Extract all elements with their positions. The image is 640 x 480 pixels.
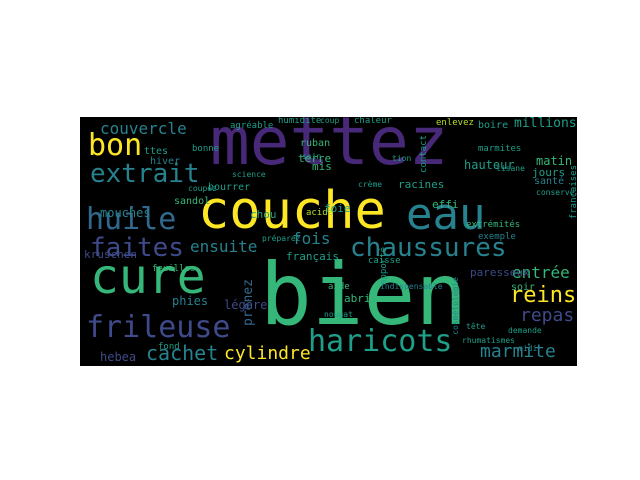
- cloud-word-haricots: haricots: [308, 324, 453, 359]
- cloud-word-aide: aide: [328, 282, 350, 292]
- cloud-word-bon: bon: [88, 128, 143, 163]
- cloud-word-repas: repas: [520, 305, 575, 326]
- cloud-word-chaleur: chaleur: [354, 117, 392, 126]
- cloud-word-agréable: agréable: [230, 121, 274, 131]
- cloud-word-bien: bien: [260, 245, 468, 345]
- cloud-word-boire: boire: [478, 120, 509, 131]
- cloud-word-paresseux: paresseux: [470, 266, 530, 279]
- cloud-word-enlevez: enlevez: [436, 118, 474, 128]
- cloud-word-conserve: conserve: [536, 188, 575, 197]
- cloud-word-rhumatismes: rhumatismes: [462, 336, 515, 345]
- cloud-word-huile: huile: [86, 202, 177, 237]
- cloud-word-ruban: ruban: [300, 138, 331, 149]
- cloud-word-couche: couche: [198, 181, 386, 241]
- cloud-word-foie: foie: [324, 202, 351, 215]
- cloud-word-science: science: [232, 170, 266, 179]
- cloud-word-caisse: caisse: [368, 256, 401, 266]
- cloud-word-phies: phies: [172, 294, 209, 308]
- cloud-word-chou: chou: [250, 208, 277, 221]
- cloud-word-kruschen: kruschen: [84, 248, 137, 261]
- cloud-word-sandol: sandol: [174, 196, 211, 207]
- cloud-word-demande: demande: [508, 326, 542, 335]
- cloud-word-acide: acide: [306, 208, 334, 218]
- cloud-word-préparez: préparez: [262, 234, 301, 243]
- cloud-word-bonne: bonne: [192, 144, 220, 154]
- cloud-word-légère: légère: [224, 298, 268, 312]
- cloud-word-cylindre: cylindre: [224, 343, 311, 364]
- cloud-word-coup: coup: [320, 117, 340, 125]
- cloud-word-fois: fois: [292, 229, 331, 248]
- cloud-word-hauteur: hauteur: [464, 158, 515, 172]
- cloud-word-chaussures: chaussures: [350, 233, 507, 263]
- cloud-word-nougat: nougat: [324, 310, 353, 319]
- cloud-word-bourrer: bourrer: [208, 182, 251, 193]
- cloud-word-effi: effi: [432, 198, 459, 211]
- cloud-word-santé: santé: [534, 176, 565, 187]
- cloud-word-mouches: mouches: [100, 206, 151, 220]
- cloud-word-extrémités: extrémités: [466, 220, 521, 230]
- cloud-word-marmite: marmite: [480, 341, 556, 362]
- cloud-word-exemple: exemple: [478, 232, 516, 242]
- cloud-word-crème: crème: [358, 180, 383, 189]
- cloud-word-entrée: entrée: [512, 263, 570, 282]
- cloud-word-humidité: humidité: [278, 117, 322, 126]
- cloud-word-racines: racines: [398, 178, 445, 191]
- cloud-word-extrait: extrait: [90, 159, 200, 189]
- cloud-word-tisane: tisane: [496, 164, 525, 173]
- cloud-word-indispensable: indispensable: [380, 282, 443, 291]
- cloud-word-coupez: coupez: [188, 184, 217, 193]
- cloud-word-eau: eau: [406, 189, 486, 240]
- cloud-word-soir: soir: [511, 282, 536, 293]
- cloud-word-soin: soin: [302, 152, 322, 161]
- cloud-word-tion: tion: [392, 154, 412, 163]
- cloud-word-jours: jours: [532, 166, 566, 179]
- cloud-word-mettez: mettez: [210, 117, 449, 180]
- cloud-word-cosmétologie: cosmétologie: [451, 277, 460, 335]
- cloud-word-contact: contact: [419, 135, 429, 173]
- cloud-word-couvercle: couvercle: [100, 119, 187, 138]
- cloud-word-terre: terre: [298, 152, 332, 165]
- cloud-word-feuilles: feuilles: [152, 264, 196, 274]
- cloud-word-hebea: hebea: [100, 350, 137, 364]
- word-cloud: mettez bien couche eau cure huile bon extrait fa…: [80, 117, 577, 366]
- cloud-word-abri: abri: [344, 292, 371, 305]
- cloud-word-midi: midi: [518, 344, 538, 353]
- cloud-word-frileuse: frileuse: [86, 310, 231, 345]
- cloud-word-matin: matin: [536, 154, 573, 168]
- cloud-word-marmites: marmites: [478, 144, 522, 154]
- cloud-word-fond: fond: [158, 342, 180, 352]
- cloud-word-français: français: [286, 250, 339, 263]
- cloud-word-faites: faites: [90, 233, 184, 263]
- cloud-word-ttes: ttes: [144, 146, 169, 157]
- cloud-word-hiver: hiver: [150, 156, 181, 167]
- cloud-word-mis: mis: [312, 160, 332, 173]
- cloud-word-cure: cure: [90, 249, 206, 305]
- cloud-word-reins: reins: [510, 283, 577, 308]
- cloud-word-millions: millions: [514, 117, 577, 131]
- cloud-word-cachet: cachet: [146, 341, 219, 365]
- cloud-word-tête: tête: [466, 322, 486, 331]
- cloud-word-ensuite: ensuite: [190, 237, 258, 256]
